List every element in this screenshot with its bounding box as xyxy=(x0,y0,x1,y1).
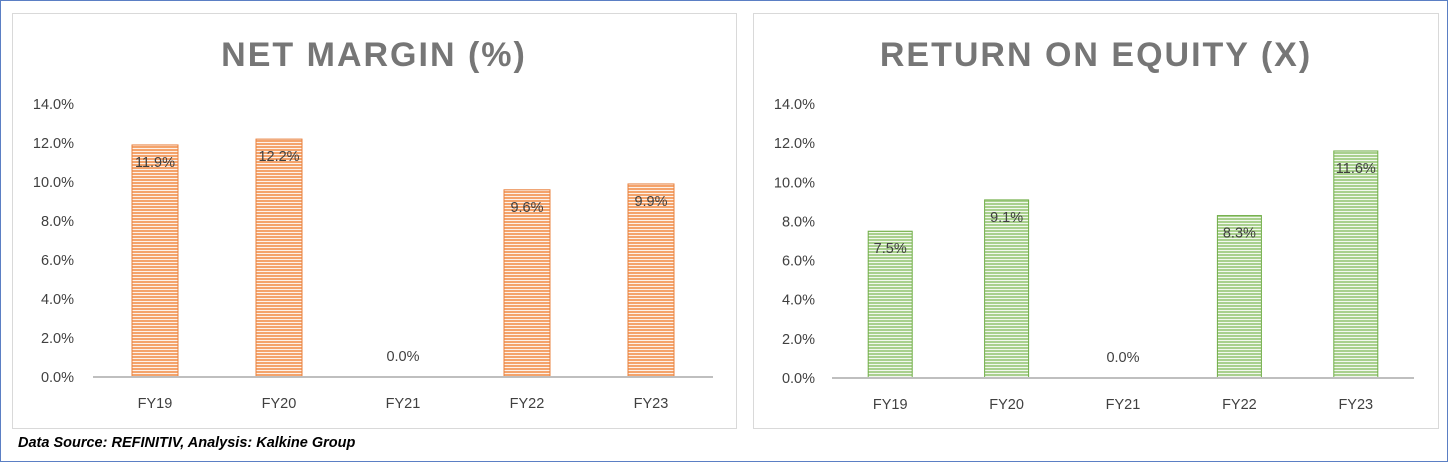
y-tick-label: 14.0% xyxy=(774,97,815,113)
chart-title: NET MARGIN (%) xyxy=(221,36,527,74)
data-label-fy19: 11.9% xyxy=(135,155,175,171)
data-label-fy21: 0.0% xyxy=(1106,350,1139,366)
x-tick-label: FY19 xyxy=(138,396,173,412)
x-tick-label: FY19 xyxy=(873,397,908,413)
y-tick-label: 0.0% xyxy=(41,370,74,386)
net-margin-chart: NET MARGIN (%) 0.0% 2.0% 4.0% 6.0% 8.0% 10.0% 1… xyxy=(33,36,713,412)
y-tick-label: 4.0% xyxy=(782,293,815,309)
y-tick-label: 12.0% xyxy=(33,136,74,152)
bar-fy20 xyxy=(984,199,1030,379)
bar-fy20 xyxy=(255,138,303,378)
data-label-fy19: 7.5% xyxy=(874,241,907,257)
bar-fy23 xyxy=(627,183,675,378)
bar-fy19 xyxy=(131,144,179,378)
y-tick-label: 14.0% xyxy=(33,97,74,113)
data-label-fy23: 11.6% xyxy=(1336,161,1376,177)
net-margin-chart-panel: NET MARGIN (%) 0.0% 2.0% 4.0% 6.0% 8.0% 10.0% 1… xyxy=(12,13,737,429)
y-tick-label: 8.0% xyxy=(41,214,74,230)
y-tick-label: 0.0% xyxy=(782,371,815,387)
return-on-equity-chart-panel: RETURN ON EQUITY (X) 0.0% 2.0% 4.0% 6.0% 8.0%… xyxy=(753,13,1439,429)
y-tick-label: 10.0% xyxy=(33,175,74,191)
y-tick-label: 10.0% xyxy=(774,175,815,191)
chart-title: RETURN ON EQUITY (X) xyxy=(880,36,1312,74)
x-tick-label: FY21 xyxy=(386,396,421,412)
x-tick-label: FY20 xyxy=(989,397,1024,413)
x-tick-label: FY23 xyxy=(634,396,669,412)
y-tick-label: 8.0% xyxy=(782,214,815,230)
y-tick-label: 6.0% xyxy=(41,253,74,269)
bar-fy22 xyxy=(503,189,551,378)
data-label-fy20: 9.1% xyxy=(990,210,1023,226)
y-tick-label: 2.0% xyxy=(41,331,74,347)
y-tick-label: 6.0% xyxy=(782,254,815,270)
data-label-fy22: 8.3% xyxy=(1223,226,1256,242)
data-label-fy20: 12.2% xyxy=(258,149,299,165)
x-tick-label: FY22 xyxy=(510,396,545,412)
return-on-equity-chart: RETURN ON EQUITY (X) 0.0% 2.0% 4.0% 6.0% 8.0%… xyxy=(774,36,1414,413)
y-tick-label: 4.0% xyxy=(41,292,74,308)
x-tick-label: FY23 xyxy=(1338,397,1373,413)
x-tick-label: FY20 xyxy=(262,396,297,412)
data-source-note: Data Source: REFINITIV, Analysis: Kalkin… xyxy=(18,435,356,451)
bar-fy22 xyxy=(1216,215,1262,379)
data-label-fy21: 0.0% xyxy=(386,349,419,365)
y-tick-label: 2.0% xyxy=(782,332,815,348)
data-label-fy23: 9.9% xyxy=(634,194,667,210)
bar-fy23 xyxy=(1333,150,1379,379)
data-label-fy22: 9.6% xyxy=(510,200,543,216)
x-tick-label: FY21 xyxy=(1106,397,1141,413)
y-tick-label: 12.0% xyxy=(774,136,815,152)
x-tick-label: FY22 xyxy=(1222,397,1257,413)
